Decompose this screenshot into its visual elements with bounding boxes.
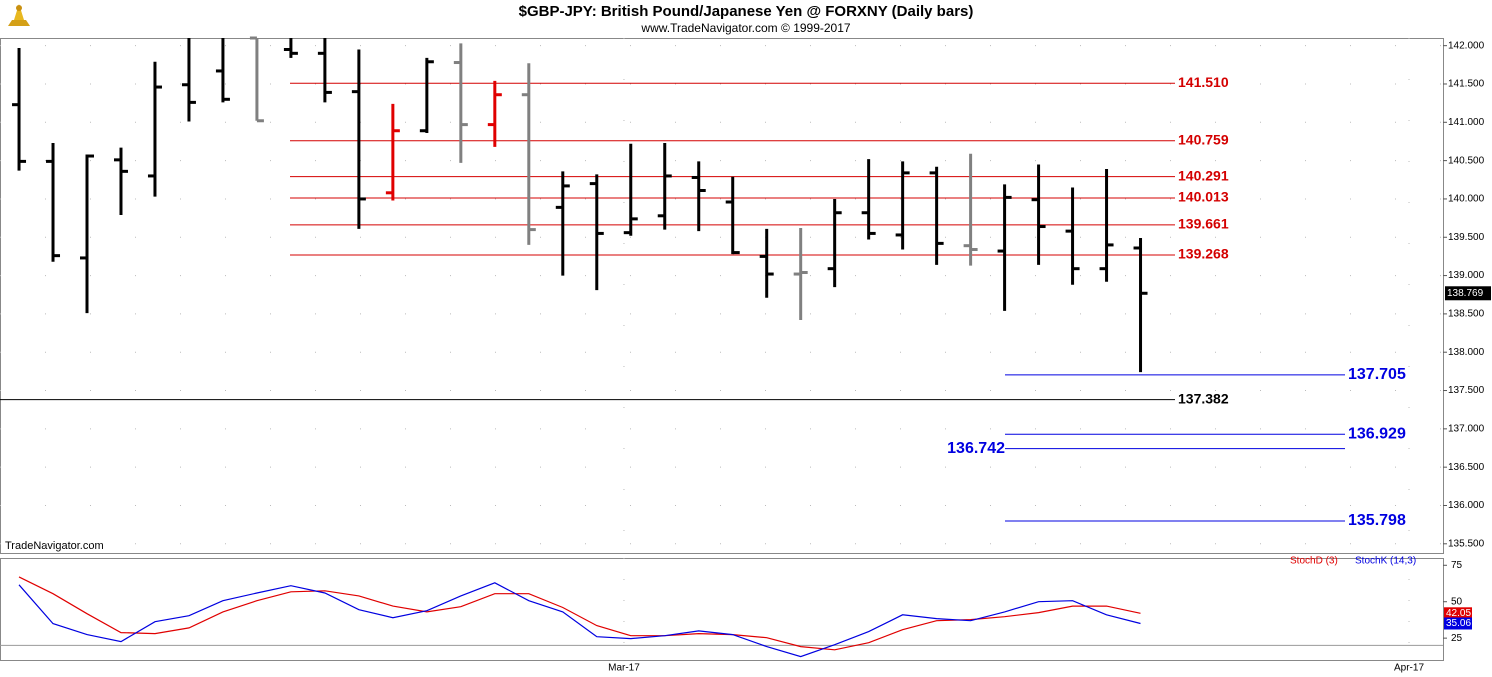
last-value-label: 138.769 xyxy=(1447,288,1484,299)
last-value-box xyxy=(1445,286,1491,301)
level-label: 140.013 xyxy=(1178,189,1229,205)
y-tick-label: 137.000 xyxy=(1448,423,1485,434)
level-label: 135.798 xyxy=(1348,512,1406,529)
level-label: 139.661 xyxy=(1178,216,1229,232)
y-tick-label: 138.500 xyxy=(1448,309,1485,320)
y-tick-label: 139.500 xyxy=(1448,232,1485,243)
y-tick-label: 141.500 xyxy=(1448,79,1485,90)
last-value-box xyxy=(1444,607,1472,620)
level-label: 139.268 xyxy=(1178,246,1229,262)
y-tick-label: 75 xyxy=(1451,560,1463,571)
watermark: TradeNavigator.com xyxy=(5,540,104,552)
y-tick-label: 139.000 xyxy=(1448,270,1485,281)
stoch-panel xyxy=(0,558,1444,661)
stoch-line xyxy=(18,582,1141,658)
y-tick-label: 137.500 xyxy=(1448,385,1485,396)
y-tick-label: 141.000 xyxy=(1448,117,1485,128)
legend-entry: StochD (3) xyxy=(1290,556,1338,567)
level-label: 141.510 xyxy=(1178,74,1229,90)
x-tick-label: Mar-17 xyxy=(608,663,640,674)
logo xyxy=(8,4,30,26)
x-tick-label: Apr-17 xyxy=(1394,663,1424,674)
price-panel xyxy=(0,38,1444,554)
y-tick-label: 136.000 xyxy=(1448,500,1485,511)
chart-title: $GBP-JPY: British Pound/Japanese Yen @ F… xyxy=(519,3,974,20)
chart-subtitle: www.TradeNavigator.com © 1999-2017 xyxy=(640,21,850,35)
last-value-box xyxy=(1444,617,1472,630)
y-tick-label: 50 xyxy=(1451,596,1463,607)
y-tick-label: 138.000 xyxy=(1448,347,1485,358)
y-tick-label: 25 xyxy=(1451,633,1463,644)
y-tick-label: 135.500 xyxy=(1448,538,1485,549)
level-label: 140.291 xyxy=(1178,167,1229,183)
level-label: 137.382 xyxy=(1178,390,1229,406)
level-label: 136.929 xyxy=(1348,426,1406,443)
y-tick-label: 142.000 xyxy=(1448,40,1485,51)
level-label: 136.742 xyxy=(947,440,1005,457)
level-label: 140.759 xyxy=(1178,131,1229,147)
last-value-label: 35.06 xyxy=(1446,618,1471,629)
y-tick-label: 140.000 xyxy=(1448,194,1485,205)
level-label: 137.705 xyxy=(1348,366,1406,383)
legend-entry: StochK (14,3) xyxy=(1355,556,1416,567)
y-tick-label: 140.500 xyxy=(1448,155,1485,166)
y-tick-label: 136.500 xyxy=(1448,462,1485,473)
last-value-label: 42.05 xyxy=(1446,608,1471,619)
